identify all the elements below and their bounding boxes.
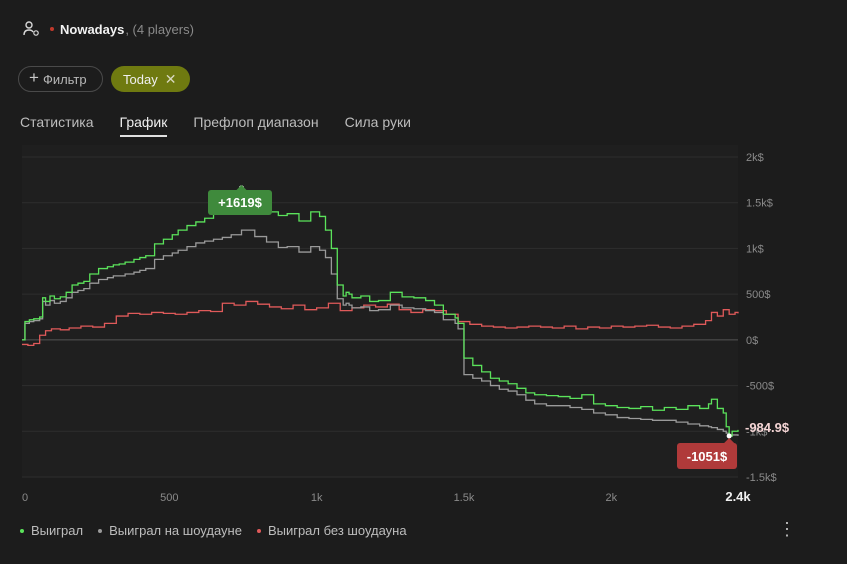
plot-area: [22, 145, 738, 477]
series-line: [22, 191, 739, 437]
close-icon[interactable]: ✕: [164, 70, 177, 87]
x-tick-label: 500: [160, 492, 178, 504]
x-tick-label: 0: [22, 492, 28, 504]
max-label: +1619$: [218, 195, 263, 210]
filter-button-label: Фильтр: [42, 71, 87, 87]
filter-bar: + Фильтр Today ✕: [18, 66, 190, 92]
more-options-icon[interactable]: ⋮: [778, 519, 796, 539]
legend-item-showdown[interactable]: Выиграл на шоудауне: [98, 523, 242, 538]
page-title: Nowadays: [60, 21, 125, 37]
players-count: , (4 players): [125, 21, 194, 37]
tab-bar: Статистика График Префлоп диапазон Сила …: [20, 114, 437, 137]
y-tick-label: 1.5k$: [746, 198, 773, 210]
legend-label-won: Выиграл: [31, 523, 84, 538]
y-tick-label: -1.5k$: [746, 472, 777, 484]
y-tick-label: -500$: [746, 381, 774, 393]
legend-dot-non-showdown: [256, 528, 261, 533]
today-filter-chip[interactable]: Today ✕: [111, 66, 190, 92]
x-tick-label: 1.5k: [454, 492, 475, 504]
tab-graph[interactable]: График: [119, 114, 168, 137]
y-tick-label: 1k$: [746, 243, 764, 255]
legend-item-non-showdown[interactable]: Выиграл без шоудауна: [256, 523, 407, 538]
y-tick-label: -1k$: [746, 426, 767, 438]
y-tick-label: 0$: [746, 335, 758, 347]
min-point: [726, 433, 732, 439]
x-tick-label: 1k: [311, 492, 323, 504]
x-tick-label: 2.4k: [725, 489, 751, 504]
winnings-chart: 2k$ 1.5k$ 1k$ 500$ 0$ -500$ -1k$ -1.5k$ 0 500 1k 1.…: [22, 145, 790, 504]
tab-statistics[interactable]: Статистика: [20, 114, 94, 130]
min-label-box: [677, 443, 737, 469]
legend-item-won[interactable]: Выиграл: [20, 523, 83, 538]
series-line: [22, 300, 739, 346]
max-label-pointer: [236, 185, 247, 190]
filter-button[interactable]: + Фильтр: [18, 66, 103, 92]
legend-label-non-showdown: Выиграл без шоудауна: [267, 523, 407, 538]
legend-label-showdown: Выиграл на шоудауне: [109, 523, 242, 538]
today-chip-label: Today: [123, 71, 158, 87]
plus-icon: +: [29, 68, 39, 87]
series-line: [22, 229, 739, 437]
players-settings-icon[interactable]: [22, 20, 40, 38]
tab-preflop-range[interactable]: Префлоп диапазон: [193, 114, 319, 130]
chart-legend: Выиграл Выиграл на шоудауне Выиграл без …: [20, 523, 422, 538]
end-value-label: -984.9$: [745, 420, 790, 435]
tab-hand-strength[interactable]: Сила руки: [344, 114, 411, 130]
status-dot: [50, 27, 54, 31]
min-label: -1051$: [687, 449, 728, 464]
header: Nowadays , (4 players): [22, 18, 194, 40]
y-tick-label: 500$: [746, 289, 770, 301]
y-tick-label: 2k$: [746, 152, 764, 164]
legend-dot-showdown: [98, 528, 103, 533]
legend-dot-won: [20, 528, 24, 533]
max-label-box: [208, 190, 272, 215]
x-tick-label: 2k: [605, 492, 617, 504]
min-label-pointer: [724, 438, 735, 443]
